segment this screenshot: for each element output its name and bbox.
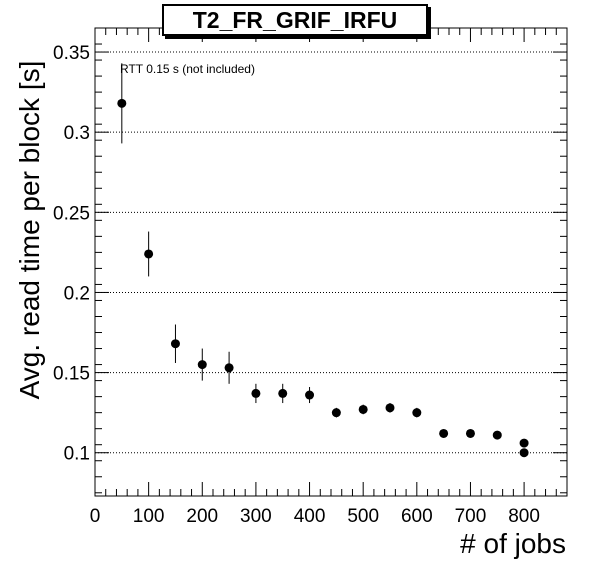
chart-title: T2_FR_GRIF_IRFU bbox=[162, 4, 428, 36]
data-point bbox=[412, 408, 422, 418]
data-point bbox=[305, 390, 315, 400]
data-point bbox=[385, 403, 395, 413]
y-tick-label: 0.35 bbox=[53, 43, 90, 64]
x-tick-label: 600 bbox=[401, 506, 433, 527]
x-tick-label: 0 bbox=[90, 506, 101, 527]
x-tick-label: 300 bbox=[240, 506, 272, 527]
data-point bbox=[170, 339, 180, 349]
y-tick-label: 0.2 bbox=[64, 283, 90, 304]
x-tick-label: 500 bbox=[347, 506, 379, 527]
data-point bbox=[251, 388, 261, 398]
x-tick-label: 800 bbox=[508, 506, 540, 527]
data-point bbox=[144, 249, 154, 259]
chart-annotation: RTT 0.15 s (not included) bbox=[120, 62, 255, 76]
data-point bbox=[278, 388, 288, 398]
grid-lines bbox=[95, 51, 567, 454]
x-axis-label: # of jobs bbox=[460, 528, 566, 559]
y-tick-label: 0.25 bbox=[53, 203, 90, 224]
data-point bbox=[465, 428, 475, 438]
data-point bbox=[331, 408, 341, 418]
plot-frame bbox=[94, 27, 568, 497]
data-point bbox=[492, 430, 502, 440]
tick-labels: 0.1 0.15 0.2 0.25 0.3 0.35 0 100 200 300 400 500 600… bbox=[53, 43, 540, 527]
y-axis-label: Avg. read time per block [s] bbox=[14, 60, 45, 400]
data-point bbox=[358, 404, 368, 414]
axis-ticks bbox=[94, 28, 567, 496]
x-tick-label: 700 bbox=[455, 506, 487, 527]
x-tick-label: 200 bbox=[186, 506, 218, 527]
y-tick-label: 0.1 bbox=[64, 444, 90, 465]
data-point bbox=[197, 360, 207, 370]
data-point bbox=[439, 428, 449, 438]
data-point bbox=[519, 448, 529, 458]
y-tick-label: 0.15 bbox=[53, 364, 90, 385]
x-tick-label: 400 bbox=[294, 506, 326, 527]
y-tick-label: 0.3 bbox=[64, 123, 90, 144]
data-point bbox=[519, 438, 529, 448]
data-point bbox=[224, 363, 234, 373]
x-tick-label: 100 bbox=[133, 506, 165, 527]
data-point bbox=[117, 98, 127, 108]
data-points bbox=[117, 63, 529, 458]
